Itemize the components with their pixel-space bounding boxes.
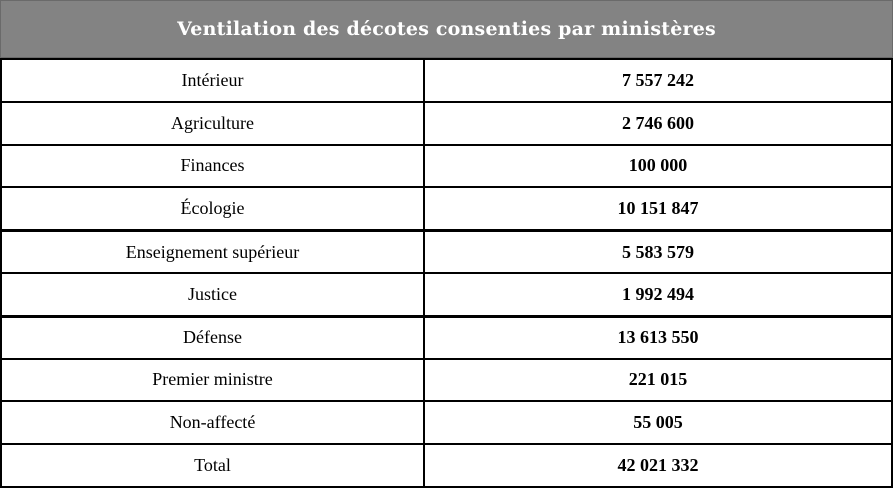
amount-value: 221 015 <box>628 369 688 390</box>
amount-value: 10 151 847 <box>617 198 699 219</box>
ministry-label: Total <box>2 445 425 486</box>
ministry-label: Écologie <box>2 188 425 230</box>
ministry-label: Justice <box>2 273 425 315</box>
amount-value: 55 005 <box>633 412 683 433</box>
table-row: Premier ministre 221 015 <box>2 357 891 401</box>
amount-value: 1 992 494 <box>622 283 694 304</box>
amount-value: 42 021 332 <box>617 455 699 476</box>
amount-value: 2 746 600 <box>622 112 694 133</box>
table-row: Total 42 021 332 <box>2 443 891 486</box>
table-row: Enseignement supérieur 5 583 579 <box>2 229 891 272</box>
table-row: Justice 1 992 494 <box>2 271 891 315</box>
ministry-label: Intérieur <box>2 60 425 101</box>
table-title: Ventilation des décotes consenties par m… <box>177 18 716 40</box>
ministry-label: Non-affecté <box>2 402 425 444</box>
ministry-label: Premier ministre <box>2 359 425 401</box>
ministry-label: Enseignement supérieur <box>2 232 425 272</box>
amount-value: 5 583 579 <box>622 241 694 262</box>
ministry-label: Agriculture <box>2 102 425 144</box>
ministries-table: Intérieur 7 557 242 Agriculture 2 746 60… <box>0 58 893 488</box>
amount-value: 13 613 550 <box>617 327 699 348</box>
table-row: Agriculture 2 746 600 <box>2 100 891 144</box>
table-row: Non-affecté 55 005 <box>2 400 891 444</box>
ministry-label: Finances <box>2 145 425 187</box>
table-title-bar: Ventilation des décotes consenties par m… <box>0 0 893 58</box>
table-row: Finances 100 000 <box>2 143 891 187</box>
table-row: Intérieur 7 557 242 <box>2 58 891 101</box>
table-row: Défense 13 613 550 <box>2 314 891 358</box>
amount-value: 100 000 <box>628 155 688 176</box>
table-row: Écologie 10 151 847 <box>2 186 891 230</box>
ministry-label: Défense <box>2 317 425 358</box>
amount-value: 7 557 242 <box>622 69 694 90</box>
